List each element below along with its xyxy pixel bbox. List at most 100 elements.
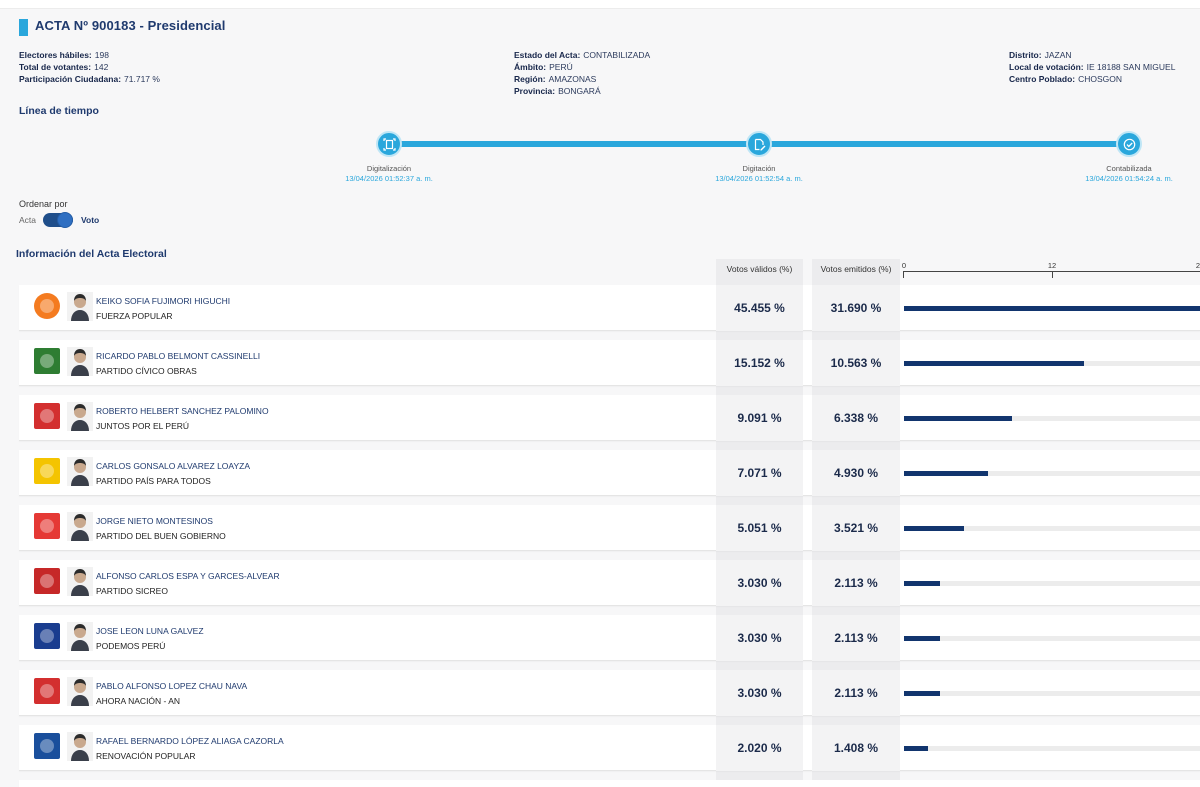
vote-bar — [904, 746, 928, 751]
axis-label-partial: 2 — [1195, 261, 1200, 270]
timeline-date: 13/04/2026 01:52:54 a. m. — [715, 174, 803, 183]
local-label: Local de votación: — [1009, 62, 1084, 72]
timeline-step-digitalizacion: Digitalización 13/04/2026 01:52:37 a. m. — [329, 131, 449, 183]
candidate-name: JOSE LEON LUNA GALVEZ — [96, 626, 204, 636]
axis-tick-0 — [903, 271, 904, 278]
scan-icon — [376, 131, 402, 157]
candidate-photo — [67, 457, 93, 486]
estado-value: CONTABILIZADA — [583, 50, 651, 60]
valid-percent: 7.071 % — [716, 450, 803, 496]
candidate-photo — [67, 622, 93, 651]
ambito-value: PERÚ — [549, 62, 573, 72]
vote-bar — [904, 306, 1200, 311]
provincia-label: Provincia: — [514, 86, 556, 96]
obras-logo — [33, 347, 61, 375]
axis-label-12: 12 — [1047, 261, 1057, 270]
vote-bar — [904, 416, 1012, 421]
valid-percent: 3.030 % — [716, 560, 803, 606]
order-option-voto[interactable]: Voto — [81, 215, 100, 225]
ahora-nacion-logo — [33, 677, 61, 705]
local-value: IE 18188 SAN MIGUEL — [1086, 62, 1176, 72]
vote-bar-track — [904, 636, 1200, 641]
emitted-percent: 2.113 % — [812, 615, 900, 661]
candidate-photo — [67, 347, 93, 376]
vote-bar — [904, 361, 1084, 366]
party-name: PARTIDO SICREO — [96, 586, 168, 596]
emitted-percent: 6.338 % — [812, 395, 900, 441]
title-accent — [19, 19, 28, 36]
result-row: ALFONSO CARLOS ESPA Y GARCES-ALVEAR PARTI… — [19, 560, 1200, 606]
provincia-value: BONGARÁ — [558, 86, 601, 96]
candidate-name: KEIKO SOFIA FUJIMORI HIGUCHI — [96, 296, 231, 306]
acta-info-left: Electores hábiles: 198 Total de votantes:… — [19, 49, 160, 85]
candidate-photo — [67, 677, 93, 706]
result-row: JORGE NIETO MONTESINOS PARTIDO DEL BUEN G… — [19, 505, 1200, 551]
result-row: RAFAEL BERNARDO LÓPEZ ALIAGA CAZORLA RENO… — [19, 725, 1200, 771]
party-name: PARTIDO CÍVICO OBRAS — [96, 366, 197, 376]
timeline-label: Digitación — [742, 164, 776, 173]
party-name: PARTIDO PAÍS PARA TODOS — [96, 476, 211, 486]
candidate-name: JORGE NIETO MONTESINOS — [96, 516, 213, 526]
acta-info-right: Distrito: JAZAN Local de votación: IE 1818… — [1009, 49, 1175, 85]
result-row: KEIKO SOFIA FUJIMORI HIGUCHI FUERZA POPUL… — [19, 285, 1200, 331]
valid-percent: 15.152 % — [716, 340, 803, 386]
candidate-name: RAFAEL BERNARDO LÓPEZ ALIAGA CAZORLA — [96, 736, 284, 746]
party-name: PODEMOS PERÚ — [96, 641, 166, 651]
axis-tick-12 — [1052, 271, 1053, 278]
votantes-value: 142 — [94, 62, 109, 72]
vote-bar — [904, 636, 940, 641]
vote-bar-track — [904, 526, 1200, 531]
region-value: AMAZONAS — [548, 74, 597, 84]
timeline-label: Contabilizada — [1106, 164, 1152, 173]
party-name: RENOVACIÓN POPULAR — [96, 751, 196, 761]
vote-bar — [904, 581, 940, 586]
timeline-step-digitacion: Digitación 13/04/2026 01:52:54 a. m. — [699, 131, 819, 183]
fuerza-popular-logo — [33, 292, 61, 320]
vote-bar-track — [904, 306, 1200, 311]
valid-percent: 2.020 % — [716, 725, 803, 771]
edit-document-icon — [746, 131, 772, 157]
vote-bar-track — [904, 471, 1200, 476]
centro-value: CHOSGON — [1078, 74, 1123, 84]
page-title: ACTA Nº 900183 - Presidencial — [35, 18, 226, 33]
order-by-label: Ordenar por — [19, 199, 68, 209]
result-row: ROBERTO HELBERT SANCHEZ PALOMINO JUNTOS P… — [19, 395, 1200, 441]
juntos-por-el-peru-logo — [33, 402, 61, 430]
axis-label-0: 0 — [901, 261, 907, 270]
vote-bar — [904, 691, 940, 696]
order-option-acta[interactable]: Acta — [19, 215, 37, 225]
region-label: Región: — [514, 74, 546, 84]
votantes-label: Total de votantes: — [19, 62, 92, 72]
acta-info-middle: Estado del Acta: CONTABILIZADA Ámbito: PER… — [514, 49, 650, 97]
emitted-percent: 3.521 % — [812, 505, 900, 551]
buen-gobierno-logo — [33, 512, 61, 540]
candidate-photo — [67, 512, 93, 541]
result-row: PABLO ALFONSO LOPEZ CHAU NAVA AHORA NACIÓ… — [19, 670, 1200, 716]
candidate-photo — [67, 567, 93, 596]
candidate-name: CARLOS GONSALO ALVAREZ LOAYZA — [96, 461, 250, 471]
vote-bar — [904, 526, 964, 531]
distrito-value: JAZAN — [1044, 50, 1072, 60]
electores-label: Electores hábiles: — [19, 50, 92, 60]
distrito-label: Distrito: — [1009, 50, 1042, 60]
emitted-percent: 2.113 % — [812, 670, 900, 716]
result-row: RICARDO PABLO BELMONT CASSINELLI PARTIDO … — [19, 340, 1200, 386]
party-name: JUNTOS POR EL PERÚ — [96, 421, 190, 431]
emitted-percent: 31.690 % — [812, 285, 900, 331]
emitted-percent: 10.563 % — [812, 340, 900, 386]
axis-line — [903, 271, 1200, 272]
candidate-name: RICARDO PABLO BELMONT CASSINELLI — [96, 351, 261, 361]
check-circle-icon — [1116, 131, 1142, 157]
party-name: AHORA NACIÓN - AN — [96, 696, 181, 706]
candidate-name: ROBERTO HELBERT SANCHEZ PALOMINO — [96, 406, 269, 416]
valid-percent: 9.091 % — [716, 395, 803, 441]
podemos-logo — [33, 622, 61, 650]
valid-percent: 3.030 % — [716, 615, 803, 661]
timeline-label: Digitalización — [366, 164, 412, 173]
candidate-photo — [67, 402, 93, 431]
ambito-label: Ámbito: — [514, 62, 547, 72]
order-toggle[interactable] — [43, 212, 73, 228]
result-row: CARLOS GONSALO ALVAREZ LOAYZA PARTIDO PAÍ… — [19, 450, 1200, 496]
party-name: PARTIDO DEL BUEN GOBIERNO — [96, 531, 226, 541]
vote-bar-track — [904, 746, 1200, 751]
